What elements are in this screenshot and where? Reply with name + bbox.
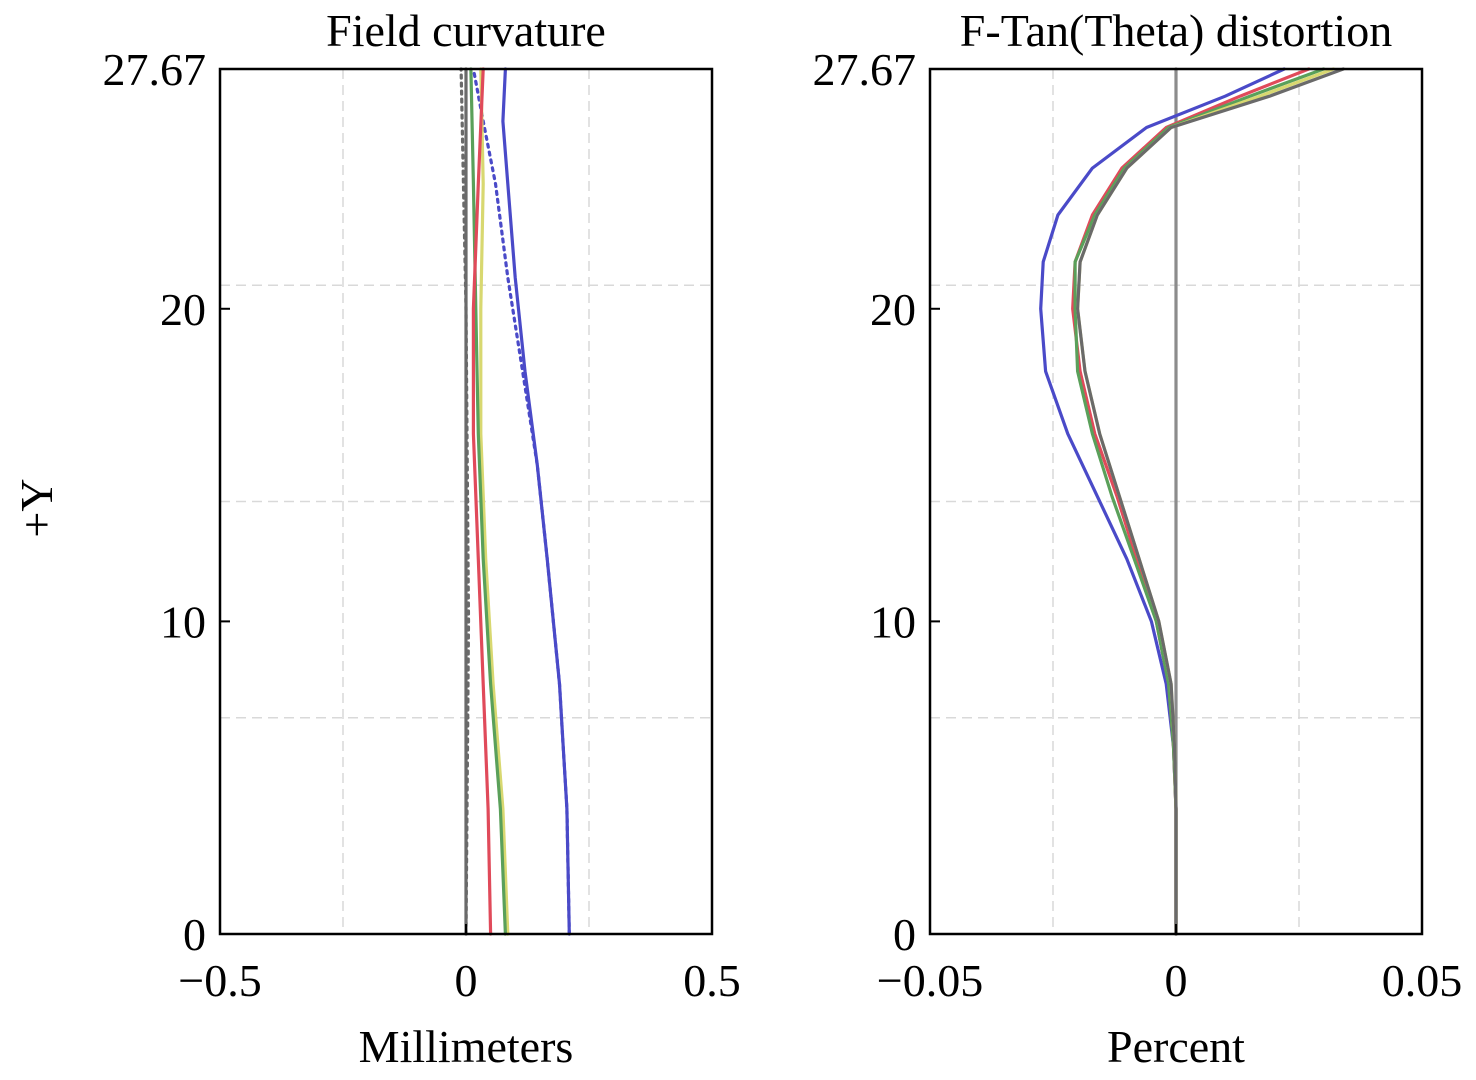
y-tick-label: 0 xyxy=(183,909,206,960)
y-axis-label: +Y xyxy=(11,478,62,537)
y-tick-label: 20 xyxy=(160,284,206,335)
y-tick-label: 10 xyxy=(160,596,206,647)
y-tick-label: 10 xyxy=(870,596,916,647)
x-tick-label: 0.05 xyxy=(1382,955,1463,1006)
y-tick-label: 27.67 xyxy=(813,44,917,95)
y-tick-label: 20 xyxy=(870,284,916,335)
series-curve-wl3 xyxy=(471,67,493,936)
x-tick-label: −0.05 xyxy=(877,955,983,1006)
field-curvature-title: Field curvature xyxy=(326,5,606,56)
series-curve-wl5 xyxy=(1075,67,1345,936)
series-curve-wl5 xyxy=(459,67,471,936)
field-curvature-curves xyxy=(459,67,571,936)
distortion-x-axis-label: Percent xyxy=(1107,1021,1245,1072)
y-tick-label: 0 xyxy=(893,909,916,960)
series-curve-wl2 xyxy=(469,67,507,936)
distortion-title: F-Tan(Theta) distortion xyxy=(960,5,1392,56)
series-curve-wl2 xyxy=(1073,67,1326,936)
x-tick-label: 0 xyxy=(1165,955,1188,1006)
distortion-curves xyxy=(1039,67,1345,936)
series-curve-wl4 xyxy=(479,67,510,936)
x-tick-label: −0.5 xyxy=(178,955,261,1006)
y-tick-label: 27.67 xyxy=(103,44,207,95)
x-tick-label: 0.5 xyxy=(683,955,741,1006)
x-tick-label: 0 xyxy=(455,955,478,1006)
series-curve-wl1 xyxy=(471,67,571,936)
field-curvature-x-axis-label: Millimeters xyxy=(359,1021,574,1072)
